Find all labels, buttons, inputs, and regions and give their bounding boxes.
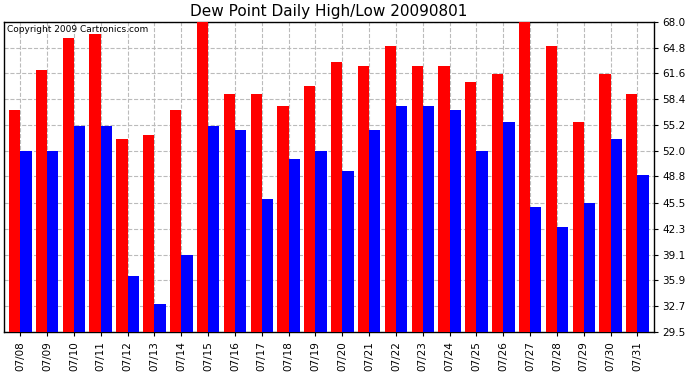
Bar (331, 62, 342, 332)
Bar (9, 110, 20, 332)
Bar (557, 227, 569, 332)
Bar (250, 94, 262, 332)
Bar (315, 151, 326, 332)
Bar (342, 171, 353, 332)
Bar (90, 34, 101, 332)
Bar (358, 66, 369, 332)
Bar (503, 123, 515, 332)
Bar (101, 126, 112, 332)
Bar (611, 138, 622, 332)
Bar (262, 199, 273, 332)
Bar (74, 126, 85, 332)
Text: Copyright 2009 Cartronics.com: Copyright 2009 Cartronics.com (8, 25, 148, 34)
Bar (170, 110, 181, 332)
Bar (369, 130, 380, 332)
Bar (546, 46, 557, 332)
Bar (385, 46, 396, 332)
Bar (438, 66, 450, 332)
Bar (208, 126, 219, 332)
Bar (143, 135, 155, 332)
Bar (584, 203, 595, 332)
Bar (277, 106, 288, 332)
Bar (530, 207, 542, 332)
Bar (117, 138, 128, 332)
Bar (20, 151, 32, 332)
Bar (477, 151, 488, 332)
Bar (197, 13, 208, 332)
Bar (423, 106, 434, 332)
Bar (304, 86, 315, 332)
Bar (155, 304, 166, 332)
Bar (235, 130, 246, 332)
Title: Dew Point Daily High/Low 20090801: Dew Point Daily High/Low 20090801 (190, 4, 468, 19)
Bar (396, 106, 407, 332)
Bar (128, 276, 139, 332)
Bar (224, 94, 235, 332)
Bar (288, 159, 300, 332)
Bar (573, 123, 584, 332)
Bar (47, 151, 59, 332)
Bar (411, 66, 423, 332)
Bar (638, 175, 649, 332)
Bar (181, 255, 193, 332)
Bar (450, 110, 461, 332)
Bar (519, 22, 530, 332)
Bar (492, 74, 503, 332)
Bar (627, 94, 638, 332)
Bar (600, 74, 611, 332)
Bar (63, 38, 74, 332)
Bar (465, 82, 477, 332)
Bar (36, 70, 47, 332)
